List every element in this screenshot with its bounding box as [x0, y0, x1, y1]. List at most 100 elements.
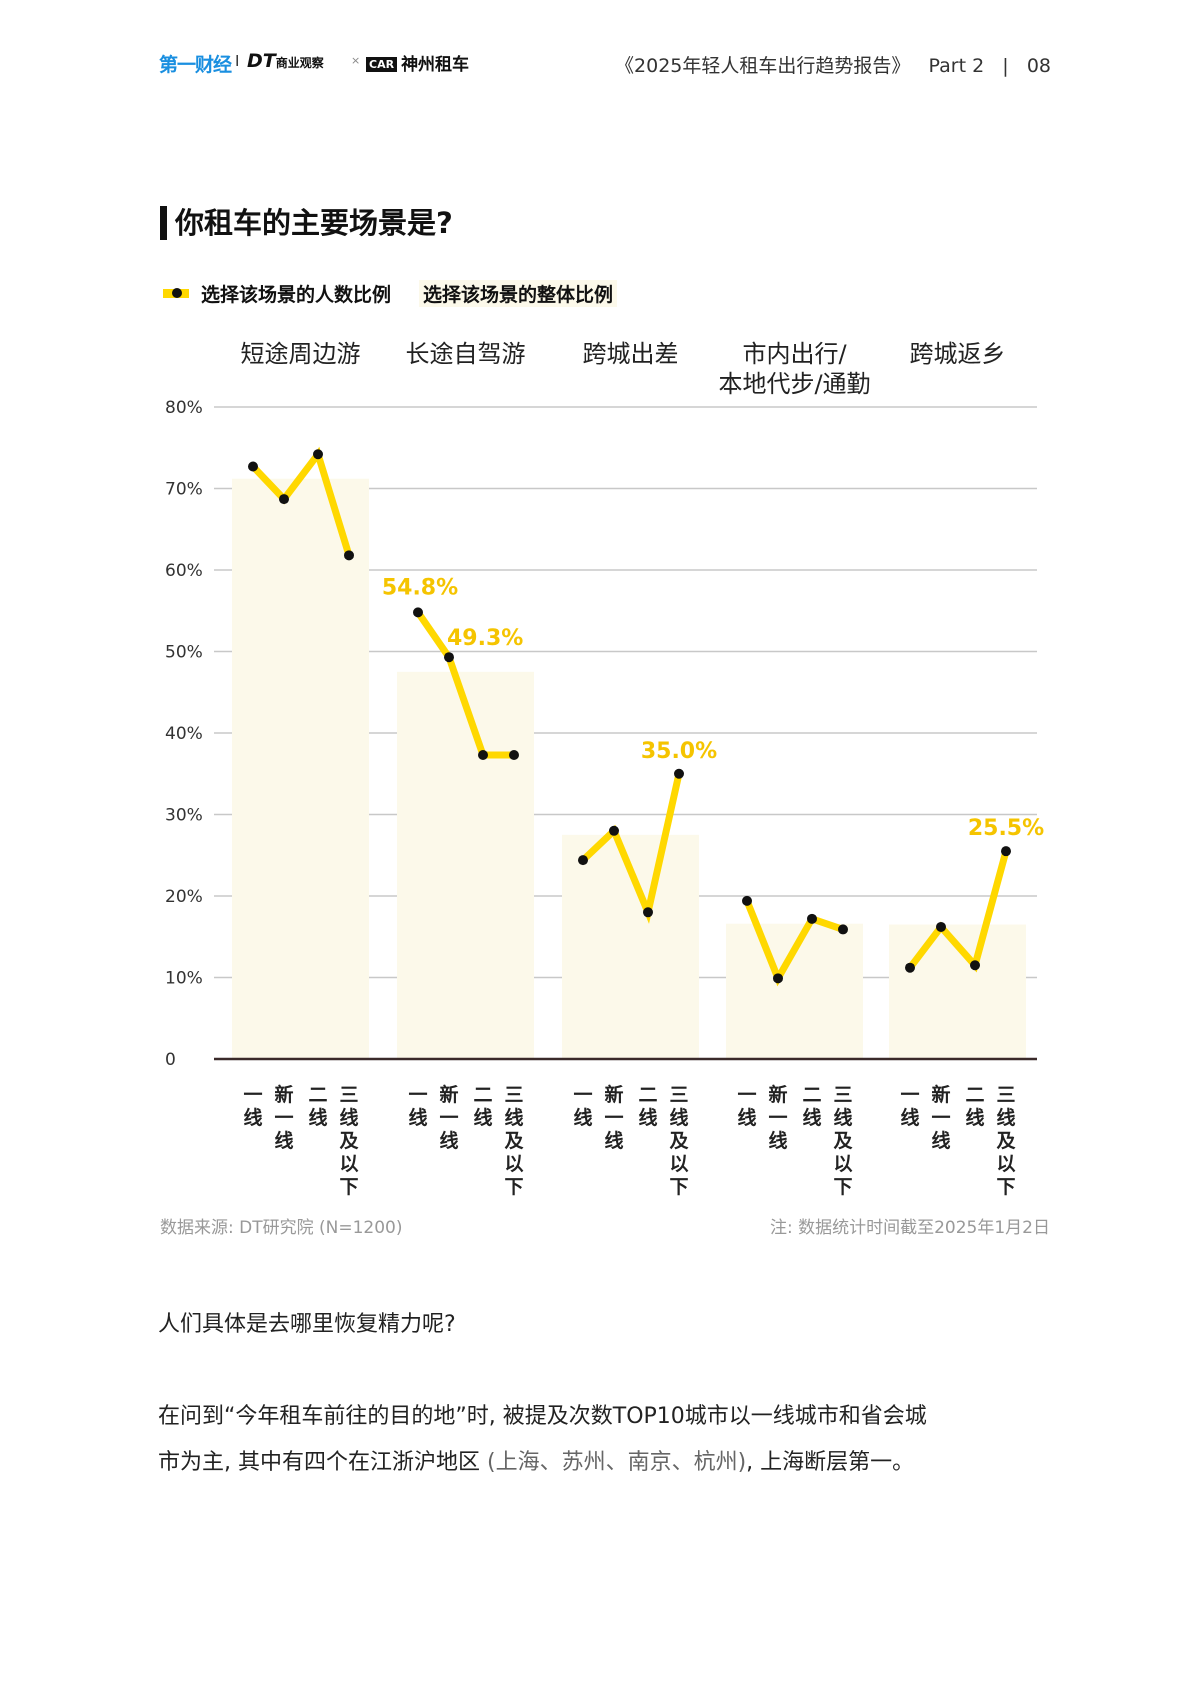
data-point [578, 855, 588, 866]
para-text: 市为主, 其中有四个在江浙沪地区 [158, 1450, 487, 1475]
data-point [936, 921, 946, 932]
logo-separator: I [235, 52, 240, 70]
y-tick-label: 80% [165, 398, 203, 418]
y-tick-label: 50% [165, 643, 203, 663]
series-line [415, 610, 514, 759]
y-tick-label: 70% [165, 480, 203, 500]
x-tick-label: 线 [802, 1106, 821, 1129]
x-tick-label: 下 [339, 1176, 358, 1198]
x-tick-label: 一 [274, 1107, 293, 1129]
x-tick-label: 一 [900, 1084, 919, 1106]
x-tick-label: 线 [737, 1106, 756, 1129]
dt-logo-sub: 商业观察 [275, 56, 324, 70]
legend-line-swatch [163, 288, 189, 298]
x-tick-label: 一 [768, 1107, 787, 1129]
data-source: 数据来源: DT研究院 (N=1200) [160, 1218, 403, 1238]
y-tick-label: 30% [165, 806, 203, 826]
x-tick-label: 一 [439, 1107, 458, 1129]
x-tick-label: 线 [339, 1106, 358, 1129]
x-tick-label: 下 [669, 1176, 688, 1198]
x-tick-label: 下 [996, 1176, 1015, 1198]
x-tick-label: 新 [931, 1083, 950, 1106]
x-tick-label: 二 [802, 1084, 821, 1106]
header-divider: | [1002, 55, 1009, 77]
series-line [743, 899, 845, 987]
series-line [580, 772, 683, 924]
collab-times: × [351, 54, 361, 67]
data-note: 注: 数据统计时间截至2025年1月2日 [769, 1218, 1050, 1238]
para-city-list: (上海、苏州、南京、杭州) [486, 1450, 747, 1475]
body-question: 人们具体是去哪里恢复精力呢? [158, 1312, 456, 1337]
chart: 0 10% 20% 30% 40% 50% 60% 70% 80% 短途周边游 长途自驾游 跨城出差 市… [165, 340, 1044, 1198]
data-point [807, 913, 817, 924]
x-tick-label: 及 [504, 1130, 524, 1152]
legend-bar-label: 选择该场景的整体比例 [419, 280, 618, 307]
data-point [1001, 846, 1011, 857]
y-tick-label: 10% [165, 969, 203, 989]
category-label: 市内出行/ [742, 340, 847, 368]
x-tick-label: 二 [308, 1084, 327, 1106]
car-badge: CAR [366, 57, 398, 72]
x-tick-label: 一 [737, 1084, 756, 1106]
x-tick-label: 线 [768, 1129, 787, 1152]
para-line-2: 市为主, 其中有四个在江浙沪地区 (上海、苏州、南京、杭州), 上海断层第一。 [158, 1440, 1058, 1486]
x-tick-label: 及 [669, 1130, 689, 1152]
y-tick-label: 40% [165, 724, 203, 744]
x-tick-label: 三 [339, 1084, 358, 1106]
data-label: 25.5% [968, 816, 1044, 841]
category-label: 跨城返乡 [910, 340, 1006, 368]
x-tick-label: 及 [996, 1130, 1016, 1152]
car-logo: CAR 神州租车 [366, 50, 469, 75]
page-number: 08 [1026, 55, 1051, 77]
x-tick-label: 二 [473, 1084, 492, 1106]
x-tick-label: 二 [965, 1084, 984, 1106]
x-tick-label: 及 [339, 1130, 359, 1152]
x-tick-label: 一 [408, 1084, 427, 1106]
yicai-logo: 第一财经 [159, 54, 232, 76]
x-tick-label: 线 [833, 1106, 852, 1129]
x-tick-label: 线 [243, 1106, 262, 1129]
x-tick-label: 三 [833, 1084, 852, 1106]
data-point [838, 924, 848, 935]
x-tick-label: 线 [408, 1106, 427, 1129]
data-label: 54.8% [382, 575, 458, 600]
data-point [773, 973, 783, 984]
x-tick-label: 新 [768, 1083, 787, 1106]
x-tick-label: 线 [965, 1106, 984, 1129]
body-paragraph: 在问到“今年租车前往的目的地”时, 被提及次数TOP10城市以一线城市和省会城 … [158, 1394, 1058, 1486]
x-tick-label: 线 [931, 1129, 950, 1152]
data-point [478, 750, 488, 761]
x-tick-label: 新 [274, 1083, 293, 1106]
dt-logo-mark: DT [247, 50, 276, 72]
data-point [344, 550, 354, 561]
x-tick-label: 线 [504, 1106, 523, 1129]
para-line-1: 在问到“今年租车前往的目的地”时, 被提及次数TOP10城市以一线城市和省会城 [158, 1404, 927, 1429]
x-tick-label: 线 [439, 1129, 458, 1152]
x-tick-label: 一 [243, 1084, 262, 1106]
series-line [907, 850, 1010, 973]
x-tick-label: 线 [900, 1106, 919, 1129]
x-tick-label: 三 [669, 1084, 688, 1106]
data-point [905, 962, 915, 973]
data-point [248, 461, 258, 472]
data-point [970, 960, 980, 971]
y-tick-label: 20% [165, 887, 203, 907]
page-header: 第一财经 I DT商业观察 × CAR 神州租车 《2025年轻人租车出行趋势报告… [159, 50, 1051, 78]
data-label: 49.3% [447, 626, 523, 651]
para-text-end: , 上海断层第一。 [746, 1450, 915, 1475]
x-tick-label: 一 [931, 1107, 950, 1129]
x-tick-label: 线 [573, 1106, 592, 1129]
data-point [444, 652, 454, 663]
x-tick-label: 以 [339, 1153, 358, 1175]
data-point [313, 449, 323, 460]
y-tick-label: 60% [165, 561, 203, 581]
x-tick-label: 以 [996, 1153, 1015, 1175]
x-tick-label: 二 [638, 1084, 657, 1106]
dt-logo: DT商业观察 [247, 50, 324, 72]
x-tick-label: 线 [669, 1106, 688, 1129]
data-label: 35.0% [641, 739, 717, 764]
x-tick-label: 一 [573, 1084, 592, 1106]
x-tick-label: 一 [604, 1107, 623, 1129]
x-tick-label: 下 [504, 1176, 523, 1198]
x-tick-label: 以 [833, 1153, 852, 1175]
